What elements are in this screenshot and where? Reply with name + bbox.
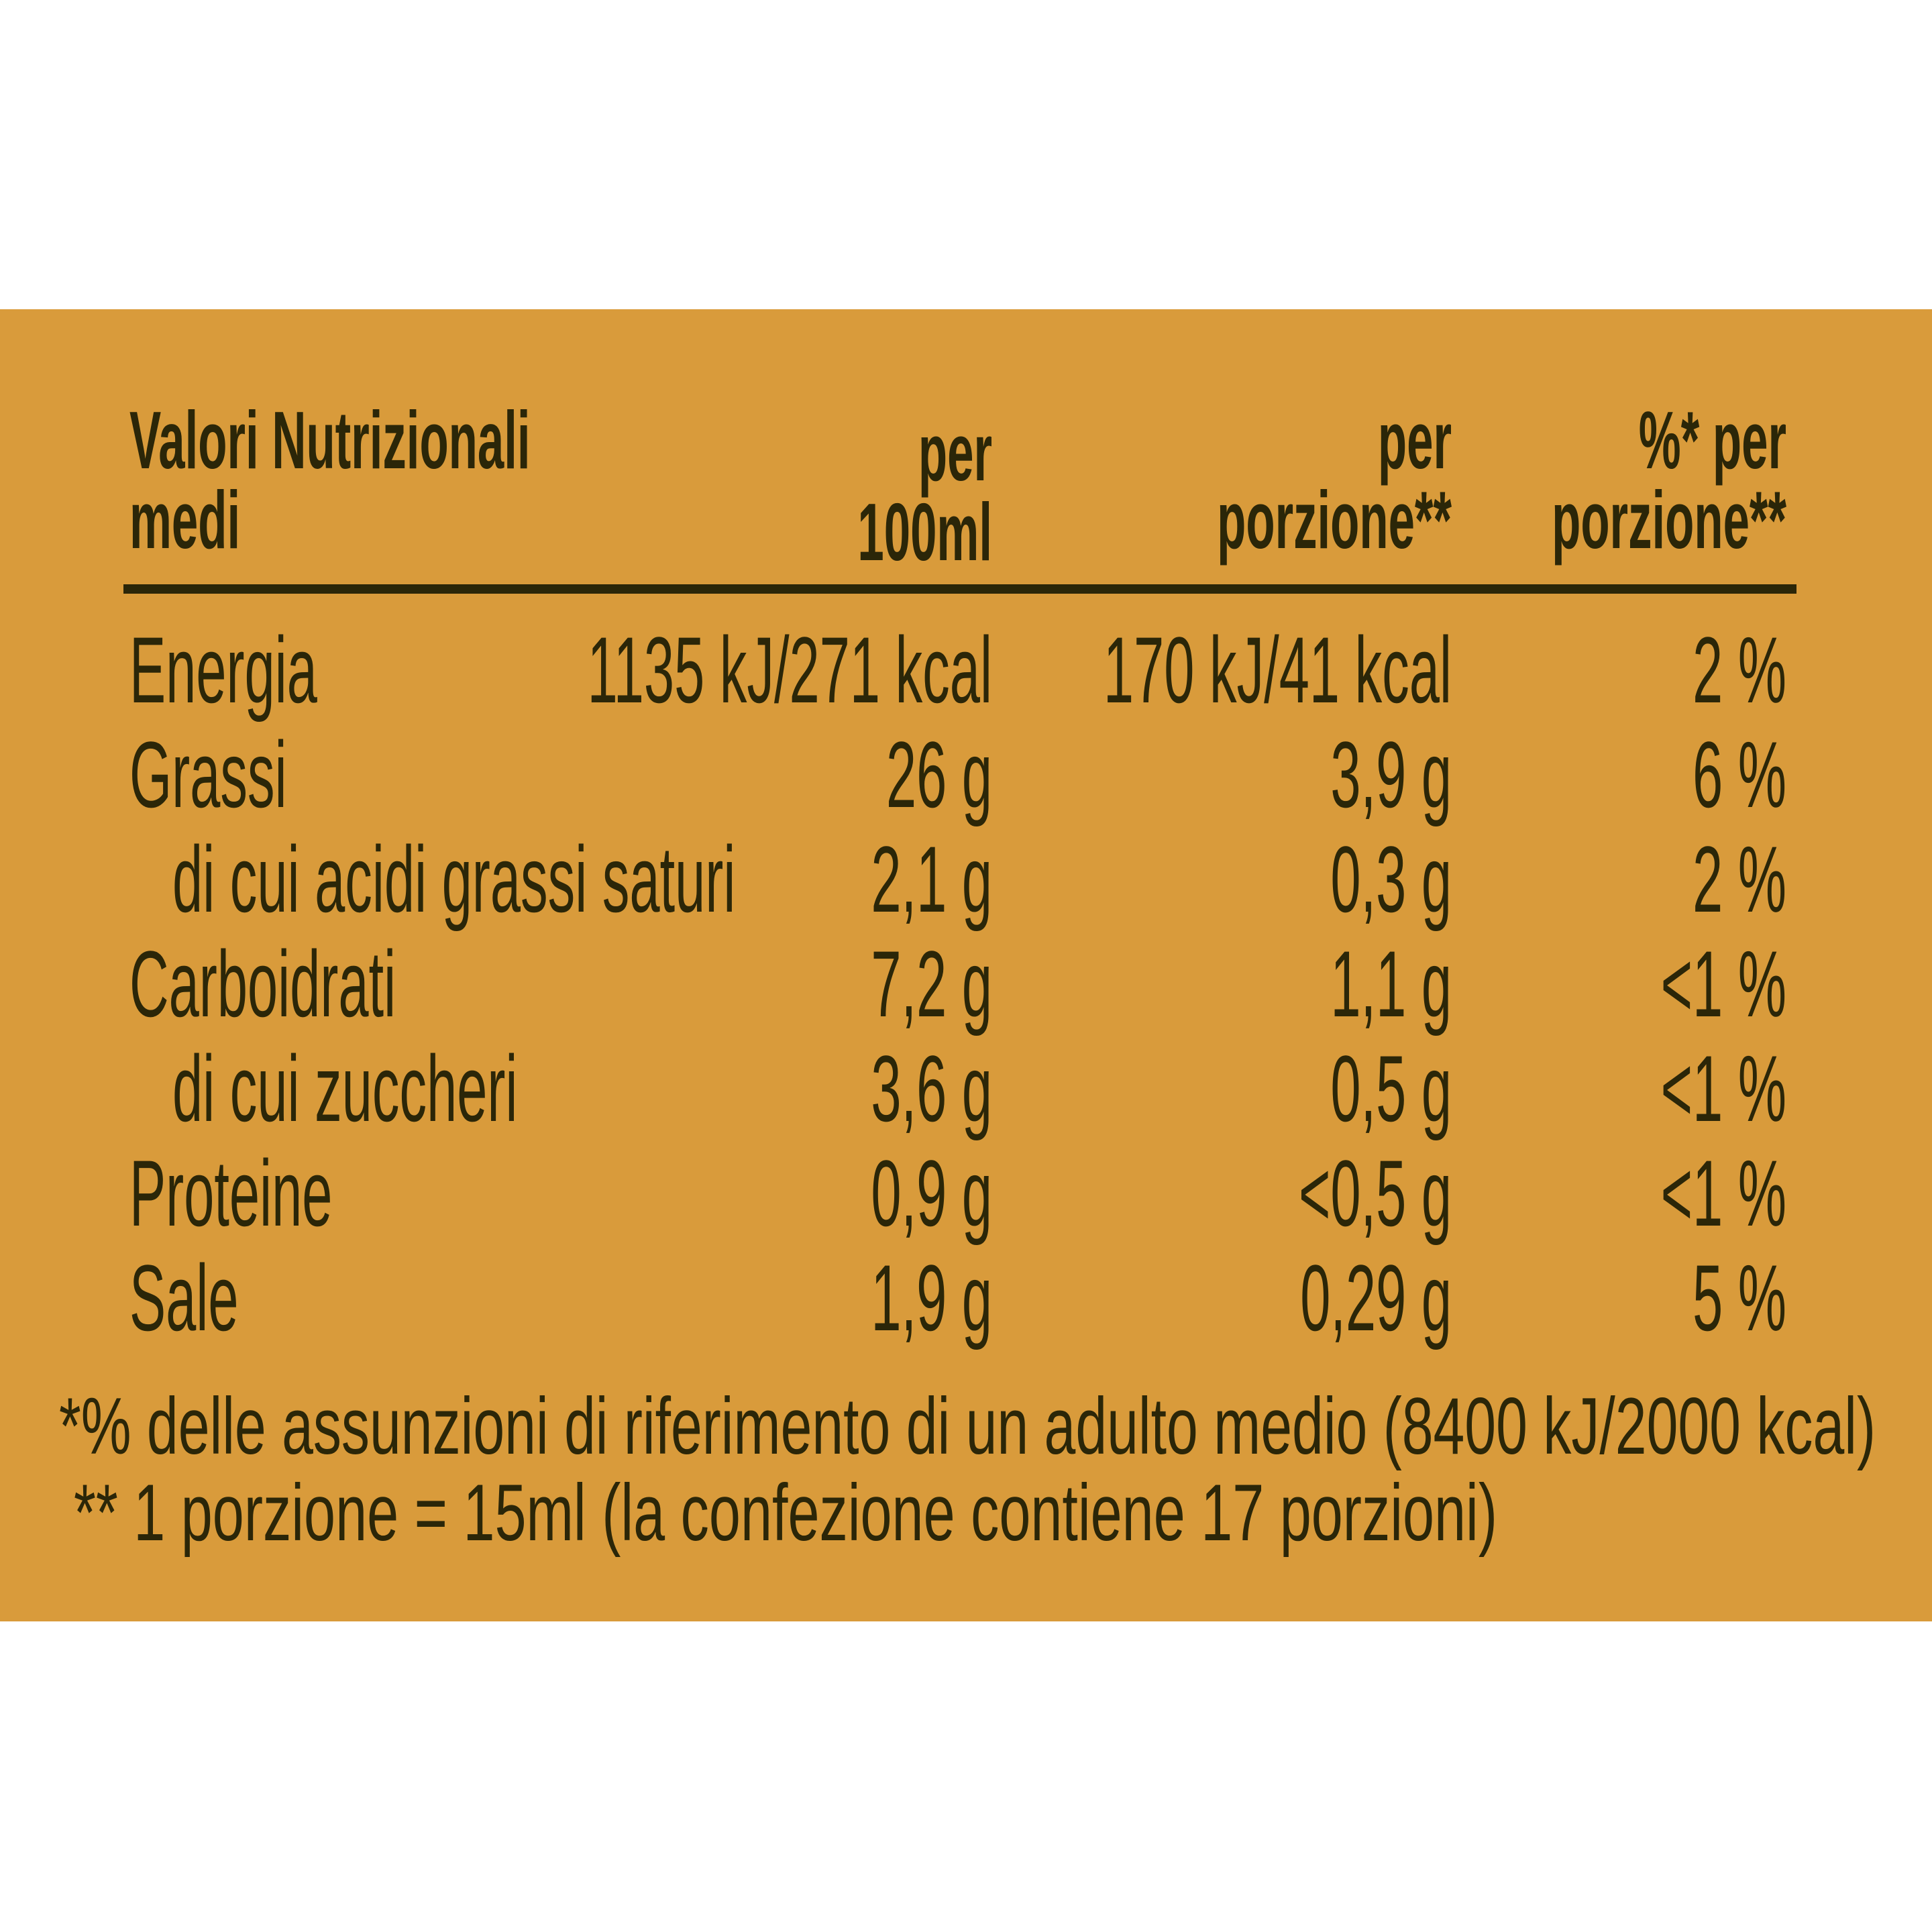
nutrient-label: di cui zuccheri xyxy=(172,1036,517,1142)
column-header: per xyxy=(918,407,992,498)
value-per-100ml: 26 g xyxy=(886,722,992,828)
value-percent: 2 % xyxy=(1693,618,1786,723)
nutrient-label: Carboidrati xyxy=(129,932,396,1037)
nutrient-label: Energia xyxy=(129,618,317,723)
column-header: 100ml xyxy=(857,487,992,578)
value-per-100ml: 1,9 g xyxy=(871,1246,992,1351)
value-per-100ml: 0,9 g xyxy=(871,1141,992,1246)
column-header: per xyxy=(1378,395,1452,486)
nutrient-label: Sale xyxy=(129,1246,239,1351)
nutrient-label: di cui acidi grassi saturi xyxy=(172,827,735,932)
nutrient-label: Proteine xyxy=(129,1141,332,1246)
footnote: *% delle assunzioni di riferimento di un… xyxy=(59,1381,1876,1471)
column-header: porzione** xyxy=(1217,475,1452,566)
value-percent: <1 % xyxy=(1661,932,1786,1037)
label-background xyxy=(0,309,1932,1621)
header-rule xyxy=(123,584,1796,594)
value-per-100ml: 3,6 g xyxy=(871,1036,992,1142)
value-per-portion: 0,3 g xyxy=(1330,827,1452,932)
column-header: porzione** xyxy=(1552,475,1786,566)
value-per-100ml: 2,1 g xyxy=(871,827,992,932)
value-per-portion: <0,5 g xyxy=(1299,1141,1452,1246)
footnote: ** 1 porzione = 15ml (la confezione cont… xyxy=(74,1467,1497,1558)
value-per-portion: 1,1 g xyxy=(1330,932,1452,1037)
value-percent: 6 % xyxy=(1693,722,1786,828)
column-header: %* per xyxy=(1639,395,1786,486)
header-title: medi xyxy=(129,475,240,566)
value-percent: <1 % xyxy=(1661,1036,1786,1142)
header-title: Valori Nutrizionali xyxy=(129,395,531,486)
value-per-100ml: 1135 kJ/271 kcal xyxy=(588,618,992,723)
value-percent: 5 % xyxy=(1693,1246,1786,1351)
value-per-portion: 0,29 g xyxy=(1300,1246,1452,1351)
value-per-portion: 0,5 g xyxy=(1330,1036,1452,1142)
value-percent: <1 % xyxy=(1661,1141,1786,1246)
value-per-portion: 3,9 g xyxy=(1330,722,1452,828)
nutrient-label: Grassi xyxy=(129,722,287,828)
label-text: Valori Nutrizionalimediper100mlperporzio… xyxy=(59,395,1876,1558)
value-percent: 2 % xyxy=(1693,827,1786,932)
value-per-portion: 170 kJ/41 kcal xyxy=(1104,618,1452,723)
value-per-100ml: 7,2 g xyxy=(871,932,992,1037)
